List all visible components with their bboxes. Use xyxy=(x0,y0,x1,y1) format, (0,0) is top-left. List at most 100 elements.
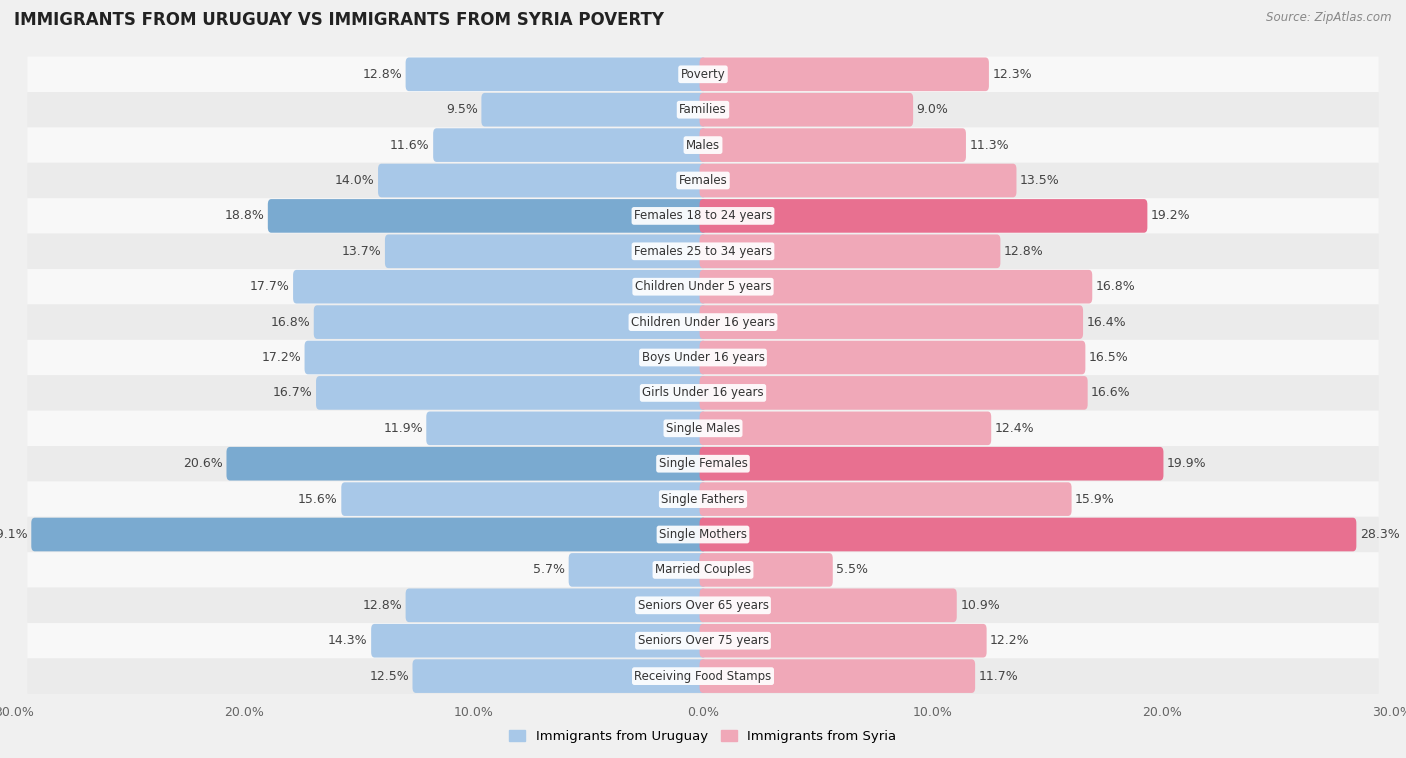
Text: 12.2%: 12.2% xyxy=(990,634,1029,647)
Text: Girls Under 16 years: Girls Under 16 years xyxy=(643,387,763,399)
Text: 9.5%: 9.5% xyxy=(446,103,478,116)
Text: 5.5%: 5.5% xyxy=(837,563,868,576)
Text: 19.9%: 19.9% xyxy=(1167,457,1206,470)
FancyBboxPatch shape xyxy=(700,518,1357,551)
FancyBboxPatch shape xyxy=(700,624,987,657)
Text: 16.4%: 16.4% xyxy=(1087,315,1126,329)
FancyBboxPatch shape xyxy=(700,659,976,693)
FancyBboxPatch shape xyxy=(426,412,706,445)
FancyBboxPatch shape xyxy=(27,481,1379,517)
FancyBboxPatch shape xyxy=(700,340,1085,374)
Text: 16.5%: 16.5% xyxy=(1088,351,1129,364)
FancyBboxPatch shape xyxy=(700,412,991,445)
Text: Single Females: Single Females xyxy=(658,457,748,470)
Text: 20.6%: 20.6% xyxy=(183,457,224,470)
Text: Females: Females xyxy=(679,174,727,187)
Text: Females 18 to 24 years: Females 18 to 24 years xyxy=(634,209,772,222)
Text: 19.2%: 19.2% xyxy=(1152,209,1191,222)
Text: 16.8%: 16.8% xyxy=(270,315,311,329)
Text: 17.2%: 17.2% xyxy=(262,351,301,364)
FancyBboxPatch shape xyxy=(27,198,1379,233)
FancyBboxPatch shape xyxy=(292,270,706,303)
FancyBboxPatch shape xyxy=(700,553,832,587)
Text: Seniors Over 75 years: Seniors Over 75 years xyxy=(637,634,769,647)
Text: 16.8%: 16.8% xyxy=(1095,280,1136,293)
FancyBboxPatch shape xyxy=(700,128,966,162)
Text: 11.6%: 11.6% xyxy=(389,139,430,152)
Text: 9.0%: 9.0% xyxy=(917,103,949,116)
Text: Married Couples: Married Couples xyxy=(655,563,751,576)
Legend: Immigrants from Uruguay, Immigrants from Syria: Immigrants from Uruguay, Immigrants from… xyxy=(505,725,901,749)
Text: Source: ZipAtlas.com: Source: ZipAtlas.com xyxy=(1267,11,1392,24)
Text: 14.3%: 14.3% xyxy=(328,634,368,647)
FancyBboxPatch shape xyxy=(700,376,1088,410)
FancyBboxPatch shape xyxy=(568,553,706,587)
Text: 13.7%: 13.7% xyxy=(342,245,381,258)
Text: 12.8%: 12.8% xyxy=(363,599,402,612)
FancyBboxPatch shape xyxy=(27,553,1379,587)
Text: 12.4%: 12.4% xyxy=(994,421,1035,435)
Text: 11.7%: 11.7% xyxy=(979,669,1018,683)
FancyBboxPatch shape xyxy=(700,164,1017,197)
FancyBboxPatch shape xyxy=(412,659,706,693)
FancyBboxPatch shape xyxy=(316,376,706,410)
FancyBboxPatch shape xyxy=(27,269,1379,305)
FancyBboxPatch shape xyxy=(27,305,1379,340)
FancyBboxPatch shape xyxy=(305,340,706,374)
Text: 12.3%: 12.3% xyxy=(993,67,1032,81)
FancyBboxPatch shape xyxy=(27,446,1379,481)
FancyBboxPatch shape xyxy=(27,233,1379,269)
Text: 29.1%: 29.1% xyxy=(0,528,28,541)
Text: 12.8%: 12.8% xyxy=(363,67,402,81)
FancyBboxPatch shape xyxy=(27,659,1379,694)
Text: 15.9%: 15.9% xyxy=(1076,493,1115,506)
Text: 14.0%: 14.0% xyxy=(335,174,374,187)
FancyBboxPatch shape xyxy=(700,305,1083,339)
FancyBboxPatch shape xyxy=(385,234,706,268)
Text: 5.7%: 5.7% xyxy=(533,563,565,576)
Text: Poverty: Poverty xyxy=(681,67,725,81)
FancyBboxPatch shape xyxy=(31,518,706,551)
FancyBboxPatch shape xyxy=(27,340,1379,375)
Text: 15.6%: 15.6% xyxy=(298,493,337,506)
FancyBboxPatch shape xyxy=(700,482,1071,516)
FancyBboxPatch shape xyxy=(433,128,706,162)
FancyBboxPatch shape xyxy=(700,58,988,91)
Text: Females 25 to 34 years: Females 25 to 34 years xyxy=(634,245,772,258)
Text: 16.6%: 16.6% xyxy=(1091,387,1130,399)
FancyBboxPatch shape xyxy=(481,93,706,127)
FancyBboxPatch shape xyxy=(267,199,706,233)
Text: Families: Families xyxy=(679,103,727,116)
FancyBboxPatch shape xyxy=(371,624,706,657)
Text: 13.5%: 13.5% xyxy=(1019,174,1060,187)
FancyBboxPatch shape xyxy=(700,93,912,127)
Text: 10.9%: 10.9% xyxy=(960,599,1000,612)
FancyBboxPatch shape xyxy=(700,199,1147,233)
FancyBboxPatch shape xyxy=(27,623,1379,659)
FancyBboxPatch shape xyxy=(27,127,1379,163)
Text: 28.3%: 28.3% xyxy=(1360,528,1399,541)
FancyBboxPatch shape xyxy=(700,270,1092,303)
Text: IMMIGRANTS FROM URUGUAY VS IMMIGRANTS FROM SYRIA POVERTY: IMMIGRANTS FROM URUGUAY VS IMMIGRANTS FR… xyxy=(14,11,664,30)
FancyBboxPatch shape xyxy=(27,375,1379,411)
Text: 18.8%: 18.8% xyxy=(225,209,264,222)
Text: Seniors Over 65 years: Seniors Over 65 years xyxy=(637,599,769,612)
FancyBboxPatch shape xyxy=(27,92,1379,127)
FancyBboxPatch shape xyxy=(226,447,706,481)
FancyBboxPatch shape xyxy=(27,411,1379,446)
Text: Single Mothers: Single Mothers xyxy=(659,528,747,541)
FancyBboxPatch shape xyxy=(314,305,706,339)
Text: Children Under 5 years: Children Under 5 years xyxy=(634,280,772,293)
Text: Receiving Food Stamps: Receiving Food Stamps xyxy=(634,669,772,683)
FancyBboxPatch shape xyxy=(405,588,706,622)
FancyBboxPatch shape xyxy=(342,482,706,516)
Text: 11.3%: 11.3% xyxy=(969,139,1010,152)
FancyBboxPatch shape xyxy=(378,164,706,197)
FancyBboxPatch shape xyxy=(405,58,706,91)
FancyBboxPatch shape xyxy=(27,57,1379,92)
FancyBboxPatch shape xyxy=(27,517,1379,553)
Text: Single Males: Single Males xyxy=(666,421,740,435)
Text: 17.7%: 17.7% xyxy=(250,280,290,293)
Text: Boys Under 16 years: Boys Under 16 years xyxy=(641,351,765,364)
Text: 12.8%: 12.8% xyxy=(1004,245,1043,258)
